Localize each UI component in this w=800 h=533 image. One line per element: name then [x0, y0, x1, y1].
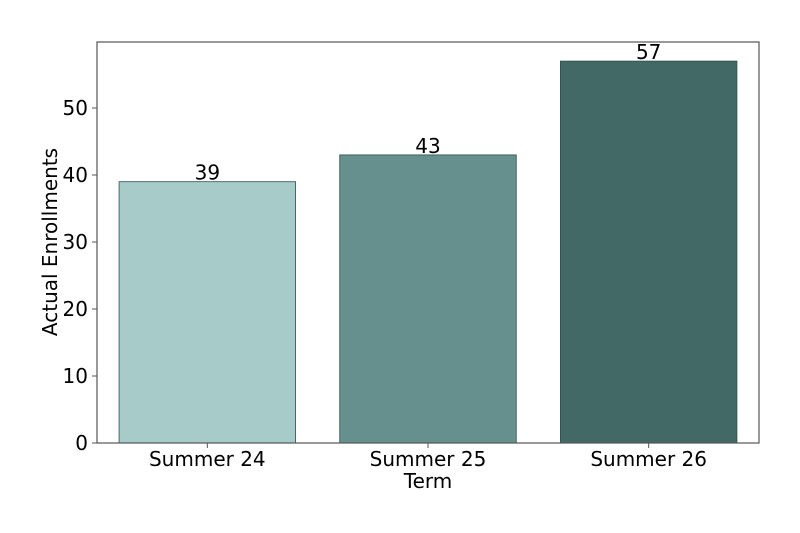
data-label: 39	[195, 161, 220, 185]
x-axis-ticks: Summer 24 Summer 25 Summer 26	[149, 443, 707, 471]
y-tick-label: 30	[63, 230, 88, 254]
y-tick-label: 50	[63, 96, 88, 120]
x-tick-label: Summer 26	[590, 447, 707, 471]
data-labels-group: 39 43 57	[195, 40, 662, 185]
bar-summer-24	[118, 181, 297, 444]
bars-group	[118, 60, 738, 444]
y-tick-label: 0	[75, 431, 88, 455]
bar-summer-25	[339, 154, 517, 444]
data-label: 43	[415, 134, 440, 158]
y-tick-label: 20	[63, 297, 88, 321]
bar-summer-26	[560, 60, 738, 444]
y-tick-label: 40	[63, 163, 88, 187]
x-tick-label: Summer 25	[370, 447, 487, 471]
y-tick-label: 10	[63, 364, 88, 388]
x-tick-label: Summer 24	[149, 447, 266, 471]
y-axis-ticks: 0 10 20 30 40 50	[63, 96, 97, 455]
x-axis-label: Term	[403, 469, 452, 493]
y-axis-label: Actual Enrollments	[38, 148, 62, 336]
data-label: 57	[636, 40, 661, 64]
